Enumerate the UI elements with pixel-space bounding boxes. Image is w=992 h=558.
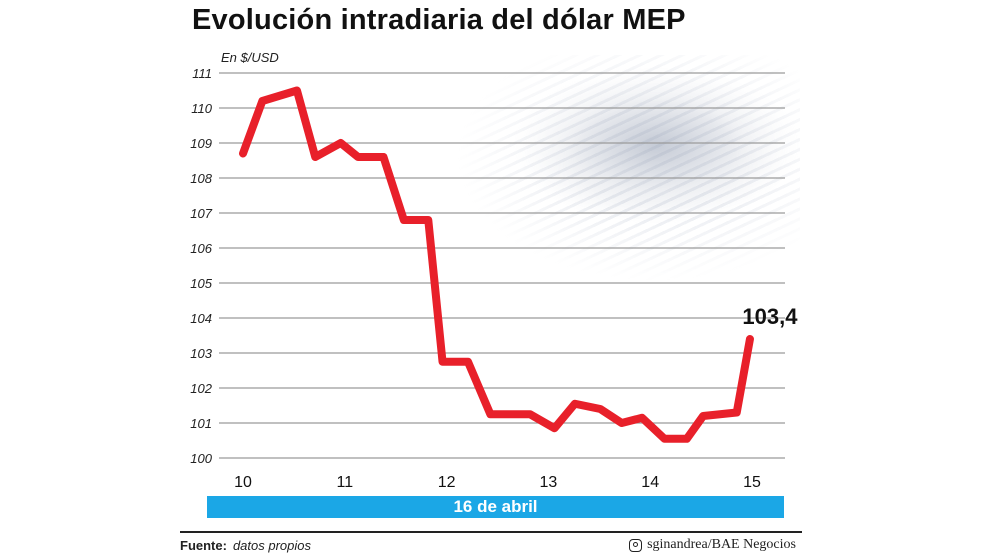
x-tick-label: 10 xyxy=(234,474,252,491)
dollar-bill-image xyxy=(440,55,800,280)
x-tick-label: 12 xyxy=(438,474,456,491)
footer-divider xyxy=(180,531,802,533)
y-tick-label: 100 xyxy=(190,451,212,466)
source-label: Fuente: xyxy=(180,538,227,553)
source-value: datos propios xyxy=(232,538,312,553)
credit: sginandrea/BAE Negocios xyxy=(629,537,796,553)
y-tick-label: 107 xyxy=(190,206,212,221)
source-note: Fuente: datos propios xyxy=(180,538,311,553)
x-tick-label: 14 xyxy=(641,474,659,491)
y-tick-label: 110 xyxy=(191,101,212,116)
x-tick-label: 15 xyxy=(743,474,761,491)
y-tick-label: 103 xyxy=(190,346,212,361)
y-tick-label: 108 xyxy=(190,171,212,186)
credit-text: sginandrea/BAE Negocios xyxy=(647,537,796,552)
last-value-label: 103,4 xyxy=(742,304,798,329)
date-band: 16 de abril xyxy=(207,496,784,518)
y-tick-label: 106 xyxy=(190,241,212,256)
instagram-icon xyxy=(629,538,643,552)
y-tick-label: 109 xyxy=(190,136,212,151)
chart-title: Evolución intradiaria del dólar MEP xyxy=(192,4,686,36)
y-tick-label: 104 xyxy=(190,311,212,326)
y-tick-label: 102 xyxy=(190,381,212,396)
x-tick-label: 11 xyxy=(336,474,353,491)
y-tick-label: 101 xyxy=(190,416,212,431)
y-axis-label: En $/USD xyxy=(221,50,279,65)
y-tick-label: 111 xyxy=(192,66,212,81)
y-tick-label: 105 xyxy=(190,276,212,291)
x-tick-label: 13 xyxy=(540,474,558,491)
